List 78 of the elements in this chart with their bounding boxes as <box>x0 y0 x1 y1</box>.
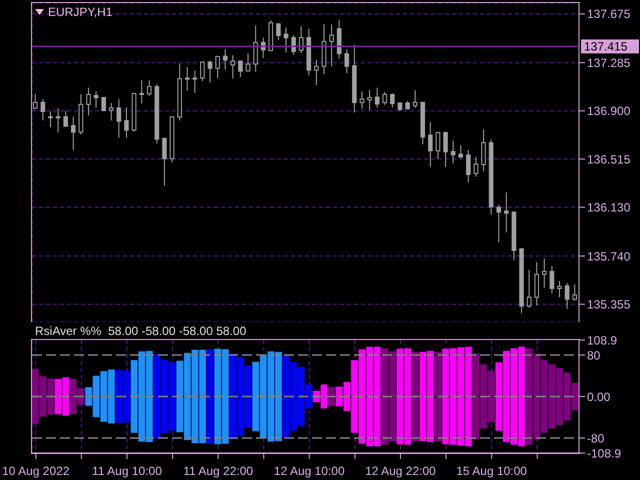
candlestick <box>458 144 464 159</box>
y-tick-label: 137.675 <box>587 7 631 22</box>
candlestick <box>253 24 258 72</box>
candlestick <box>382 91 388 106</box>
candlestick <box>124 106 129 138</box>
candlestick <box>215 56 220 79</box>
candlestick <box>436 131 440 160</box>
candlestick <box>230 54 236 80</box>
candlestick <box>564 282 570 310</box>
candlestick <box>56 108 60 134</box>
candlestick <box>200 62 205 82</box>
candlestick <box>550 266 554 294</box>
candlestick <box>94 90 98 108</box>
candlestick <box>466 149 471 184</box>
candlestick <box>222 48 228 70</box>
y-tick-label: -108.9 <box>587 446 622 460</box>
candlestick <box>40 98 46 121</box>
y-tick-label: 136.515 <box>587 152 631 166</box>
y-tick-label: 108.9 <box>587 333 618 348</box>
y-tick-label: 136.130 <box>587 200 631 214</box>
candlestick <box>374 87 380 108</box>
y-tick-label: 136.900 <box>587 104 631 118</box>
bar <box>412 352 419 442</box>
candlestick <box>481 129 486 172</box>
candlestick <box>443 131 448 168</box>
candlestick <box>390 92 395 108</box>
candlestick <box>557 280 562 298</box>
chart-title: EURJPY,H1 <box>48 5 112 19</box>
y-tick-label: 0.00 <box>587 390 611 404</box>
candlestick <box>48 111 53 128</box>
y-tick-label: -80 <box>587 431 605 446</box>
bar <box>434 352 442 442</box>
candlestick <box>208 60 212 84</box>
x-tick-label: 12 Aug 10:00 <box>274 464 345 478</box>
candlestick <box>238 60 243 78</box>
candlestick <box>534 262 540 306</box>
y-tick-label: 135.355 <box>587 297 631 312</box>
candlestick <box>367 89 372 111</box>
candlestick <box>572 284 577 302</box>
candlestick <box>33 94 38 110</box>
x-tick-label: 12 Aug 22:00 <box>365 464 436 478</box>
candlestick <box>329 24 334 67</box>
x-tick-label: 11 Aug 22:00 <box>183 464 254 478</box>
candlestick <box>314 59 319 86</box>
candlestick <box>450 140 456 164</box>
y-tick-label: 80 <box>587 348 601 362</box>
ref-line-label: 137.415 <box>584 39 628 54</box>
x-tick-label: 10 Aug 2022 <box>2 464 70 478</box>
candlestick <box>162 137 167 186</box>
candlestick <box>184 66 190 92</box>
candlestick <box>504 192 509 233</box>
y-tick-label: 135.740 <box>587 249 631 264</box>
candlestick <box>360 90 364 110</box>
candlestick <box>139 80 144 104</box>
candlestick <box>496 204 502 243</box>
x-tick-label: 11 Aug 10:00 <box>92 464 162 478</box>
candlestick <box>70 116 76 150</box>
candlestick <box>246 52 250 72</box>
candlestick <box>344 48 350 74</box>
candlestick <box>474 156 478 178</box>
x-tick-label: 15 Aug 10:00 <box>456 464 528 478</box>
chart-title: RsiAver %% 58.00 -58.00 -58.00 58.00 <box>35 324 246 338</box>
candlestick <box>412 90 418 108</box>
candlestick <box>108 102 114 121</box>
candlestick <box>276 23 281 41</box>
candlestick <box>86 87 91 116</box>
candlestick <box>428 122 433 168</box>
candlestick <box>192 70 198 94</box>
candlestick <box>298 26 304 54</box>
candlestick <box>146 80 152 96</box>
candlestick <box>526 270 532 308</box>
candlestick <box>116 98 122 138</box>
bar <box>206 349 214 444</box>
candlestick <box>284 27 288 54</box>
candlestick <box>63 110 68 127</box>
candlestick <box>542 258 547 288</box>
candlestick <box>101 96 106 111</box>
y-tick-label: 137.285 <box>587 56 631 70</box>
